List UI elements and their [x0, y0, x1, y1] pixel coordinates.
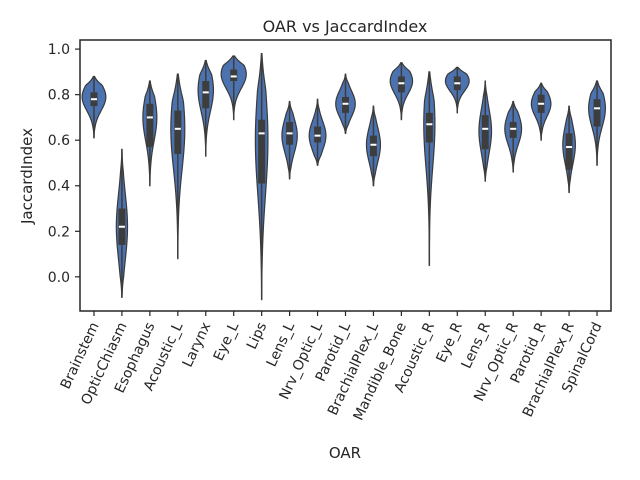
- median-parotid_r: [538, 102, 545, 105]
- iqr-box-brachialplex_l: [369, 135, 377, 157]
- y-tick-label: 0.8: [48, 88, 70, 104]
- iqr-box-esophagus: [146, 103, 154, 148]
- x-tick-label: Eye_L: [211, 320, 243, 364]
- iqr-box-nrv_optic_l: [314, 126, 322, 143]
- median-spinalcord: [594, 107, 601, 110]
- iqr-box-mandible_bone: [397, 76, 405, 93]
- median-mandible_bone: [398, 82, 405, 85]
- median-acoustic_r: [426, 123, 433, 126]
- iqr-box-brachialplex_r: [565, 133, 573, 170]
- y-axis-label: JaccardIndex: [18, 128, 36, 225]
- y-tick-label: 0.4: [48, 179, 70, 195]
- median-brachialplex_r: [566, 146, 573, 149]
- median-lips: [258, 132, 265, 135]
- y-tick-label: 0.6: [48, 133, 70, 149]
- violins-group: [81, 53, 607, 301]
- iqr-box-spinalcord: [593, 99, 601, 127]
- median-acoustic_l: [174, 127, 181, 130]
- iqr-box-acoustic_l: [174, 110, 182, 154]
- x-axis-label: OAR: [329, 444, 361, 462]
- median-lens_l: [286, 132, 293, 135]
- iqr-box-larynx: [202, 80, 210, 109]
- median-opticchiasm: [118, 225, 125, 228]
- x-axis-ticks: BrainstemOpticChiasmEsophagusAcoustic_LL…: [58, 311, 606, 423]
- iqr-box-acoustic_r: [425, 112, 433, 143]
- y-tick-label: 1.0: [48, 42, 70, 58]
- y-axis-ticks: 0.0 0.2 0.4 0.6 0.8 1.0: [48, 42, 80, 286]
- chart-title: OAR vs JaccardIndex: [263, 17, 428, 36]
- iqr-box-lens_r: [481, 115, 489, 150]
- iqr-box-nrv_optic_r: [509, 121, 517, 138]
- median-larynx: [202, 91, 209, 94]
- median-brachialplex_l: [370, 143, 377, 146]
- y-tick-label: 0.0: [48, 270, 70, 286]
- median-eye_l: [230, 75, 237, 78]
- iqr-box-lips: [258, 119, 266, 184]
- median-esophagus: [146, 116, 153, 119]
- median-parotid_l: [342, 102, 349, 105]
- median-lens_r: [482, 127, 489, 130]
- x-tick-label: Lips: [244, 320, 270, 352]
- median-eye_r: [454, 82, 461, 85]
- median-nrv_optic_r: [510, 127, 517, 130]
- iqr-box-eye_l: [230, 69, 238, 81]
- median-nrv_optic_l: [314, 134, 321, 137]
- y-tick-label: 0.2: [48, 224, 70, 240]
- median-brainstem: [90, 98, 97, 101]
- iqr-box-parotid_l: [342, 96, 349, 113]
